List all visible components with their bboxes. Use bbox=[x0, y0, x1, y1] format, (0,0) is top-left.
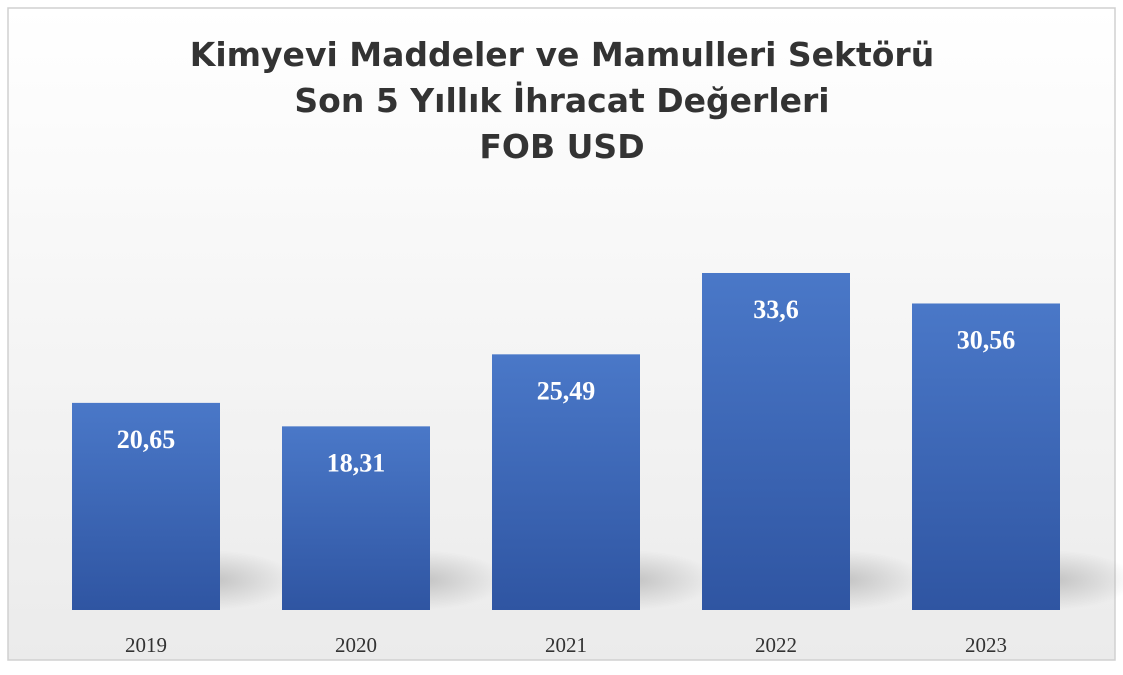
x-tick-label: 2023 bbox=[965, 633, 1007, 657]
chart-title: Kimyevi Maddeler ve Mamulleri Sektörü bbox=[190, 35, 934, 74]
chart-title: Son 5 Yıllık İhracat Değerleri bbox=[294, 80, 829, 120]
bar bbox=[282, 426, 430, 610]
data-label: 30,56 bbox=[957, 325, 1016, 354]
x-tick-label: 2022 bbox=[755, 633, 797, 657]
data-label: 18,31 bbox=[327, 448, 386, 477]
bar bbox=[72, 402, 220, 610]
data-label: 20,65 bbox=[117, 425, 176, 454]
bar bbox=[702, 272, 850, 610]
data-label: 33,6 bbox=[753, 295, 799, 324]
x-tick-label: 2021 bbox=[545, 633, 587, 657]
bar bbox=[492, 354, 640, 610]
x-tick-label: 2020 bbox=[335, 633, 377, 657]
data-label: 25,49 bbox=[537, 376, 596, 405]
x-tick-label: 2019 bbox=[125, 633, 167, 657]
plot: 20,65 2019 18,31 2020 25,49 2021 33,6 2022 30,56… bbox=[72, 272, 1123, 657]
bar bbox=[912, 303, 1060, 610]
chart-title: FOB USD bbox=[479, 127, 644, 166]
title: Kimyevi Maddeler ve Mamulleri Sektörü So… bbox=[190, 35, 934, 166]
